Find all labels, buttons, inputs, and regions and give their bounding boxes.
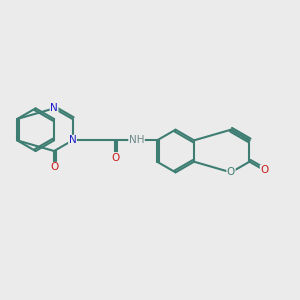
- Text: O: O: [50, 162, 58, 172]
- Text: N: N: [50, 103, 58, 113]
- Text: O: O: [111, 153, 119, 163]
- Text: N: N: [69, 135, 76, 146]
- Text: NH: NH: [129, 135, 144, 146]
- Text: O: O: [260, 165, 268, 175]
- Text: O: O: [227, 167, 235, 177]
